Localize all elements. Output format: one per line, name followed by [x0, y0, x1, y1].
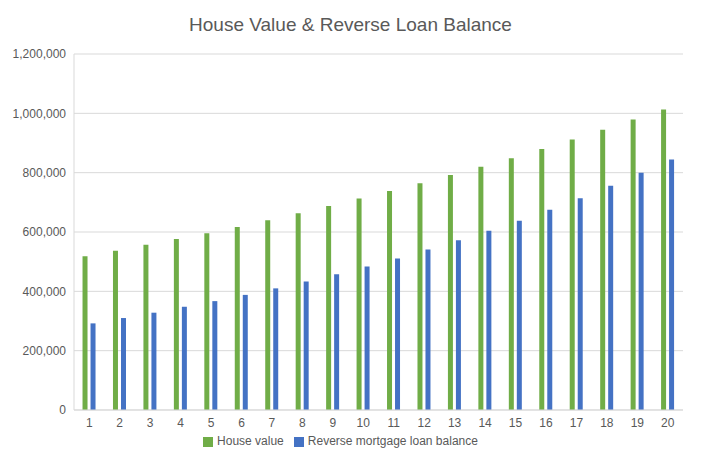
svg-text:6: 6 — [238, 416, 245, 430]
html-text:House value: House value — [217, 434, 284, 448]
svg-text:1,000,000: 1,000,000 — [13, 107, 67, 121]
svg-text:11: 11 — [387, 416, 400, 430]
svg-text:7: 7 — [269, 416, 276, 430]
svg-text:200,000: 200,000 — [23, 344, 67, 358]
svg-text:14: 14 — [478, 416, 492, 430]
svg-text:2: 2 — [116, 416, 123, 430]
svg-text:8: 8 — [299, 416, 306, 430]
svg-text:3: 3 — [147, 416, 154, 430]
svg-text:0: 0 — [59, 403, 66, 417]
svg-text:20: 20 — [661, 416, 675, 430]
svg-text:13: 13 — [448, 416, 462, 430]
svg-text:800,000: 800,000 — [23, 166, 67, 180]
svg-text:5: 5 — [208, 416, 215, 430]
svg-text:10: 10 — [357, 416, 371, 430]
svg-text:1,200,000: 1,200,000 — [13, 47, 67, 61]
html-text:Reverse mortgage loan balance: Reverse mortgage loan balance — [307, 434, 478, 448]
svg-text:15: 15 — [509, 416, 523, 430]
svg-text:600,000: 600,000 — [23, 225, 67, 239]
svg-text:19: 19 — [631, 416, 645, 430]
svg-text:1: 1 — [86, 416, 93, 430]
svg-text:17: 17 — [570, 416, 584, 430]
svg-text:4: 4 — [177, 416, 184, 430]
svg-text:9: 9 — [329, 416, 336, 430]
svg-text:16: 16 — [539, 416, 553, 430]
html-text:House Value & Reverse Loan Bal: House Value & Reverse Loan Balance — [189, 14, 512, 35]
svg-text:400,000: 400,000 — [23, 285, 67, 299]
svg-text:12: 12 — [417, 416, 431, 430]
svg-text:18: 18 — [600, 416, 614, 430]
